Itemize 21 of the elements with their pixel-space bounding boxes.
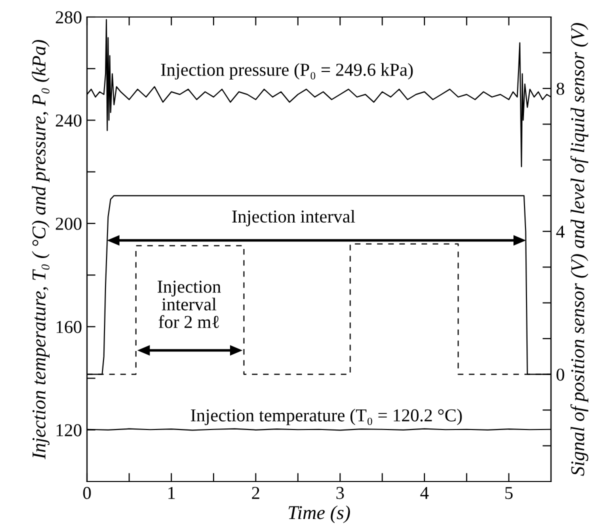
annotation: Injection temperature (T₀ = 120.2 °C) (190, 408, 462, 426)
x-tick-label: 3 (336, 486, 344, 500)
annotation: Injection pressure (P₀ = 249.6 kPa) (161, 63, 413, 80)
x-tick-label: 2 (252, 486, 260, 499)
x-tick-label: 0 (83, 486, 91, 500)
y2-tick-label: 8 (556, 82, 564, 95)
y-tick-label: 200 (56, 218, 82, 230)
y2-tick-label: 4 (556, 226, 565, 238)
x-tick-label: 1 (168, 486, 175, 499)
x-axis-title: Time (s) (288, 506, 350, 524)
annotation: Injection interval for 2 mℓ (158, 280, 221, 328)
y-axis-title: Injection temperature, T₀ ( °C) and pressure, P₀ (kPa) (32, 40, 50, 460)
x-tick-label: 5 (505, 487, 513, 500)
annotation: Injection interval (232, 210, 356, 226)
y-tick-label: 120 (56, 424, 82, 436)
x-tick-label: 4 (420, 487, 429, 499)
y2-axis-title: Signal of position sensor (V) and level of liquid sensor (V) (570, 23, 588, 476)
y-tick-label: 280 (56, 11, 82, 24)
y2-tick-label: 0 (556, 368, 564, 381)
y-tick-label: 160 (56, 320, 82, 334)
y-tick-label: 240 (56, 114, 82, 127)
